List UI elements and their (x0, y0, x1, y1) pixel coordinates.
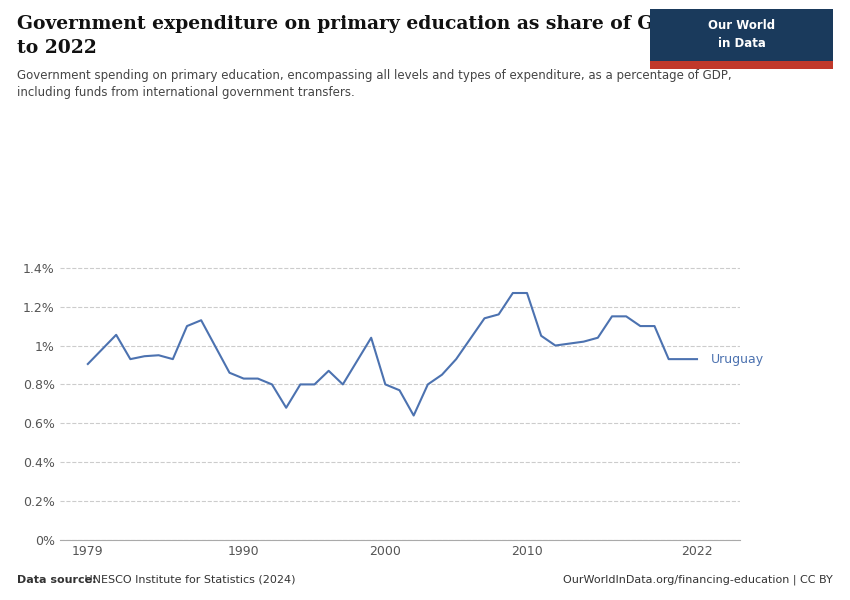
Text: OurWorldInData.org/financing-education | CC BY: OurWorldInData.org/financing-education |… (564, 575, 833, 585)
Text: to 2022: to 2022 (17, 39, 97, 57)
Text: Government expenditure on primary education as share of GDP, 1979: Government expenditure on primary educat… (17, 15, 746, 33)
Text: UNESCO Institute for Statistics (2024): UNESCO Institute for Statistics (2024) (81, 575, 295, 585)
Text: Our World: Our World (708, 19, 775, 32)
Text: Data source:: Data source: (17, 575, 97, 585)
Text: Government spending on primary education, encompassing all levels and types of e: Government spending on primary education… (17, 69, 732, 99)
Text: Uruguay: Uruguay (711, 353, 764, 365)
Text: in Data: in Data (717, 37, 766, 50)
